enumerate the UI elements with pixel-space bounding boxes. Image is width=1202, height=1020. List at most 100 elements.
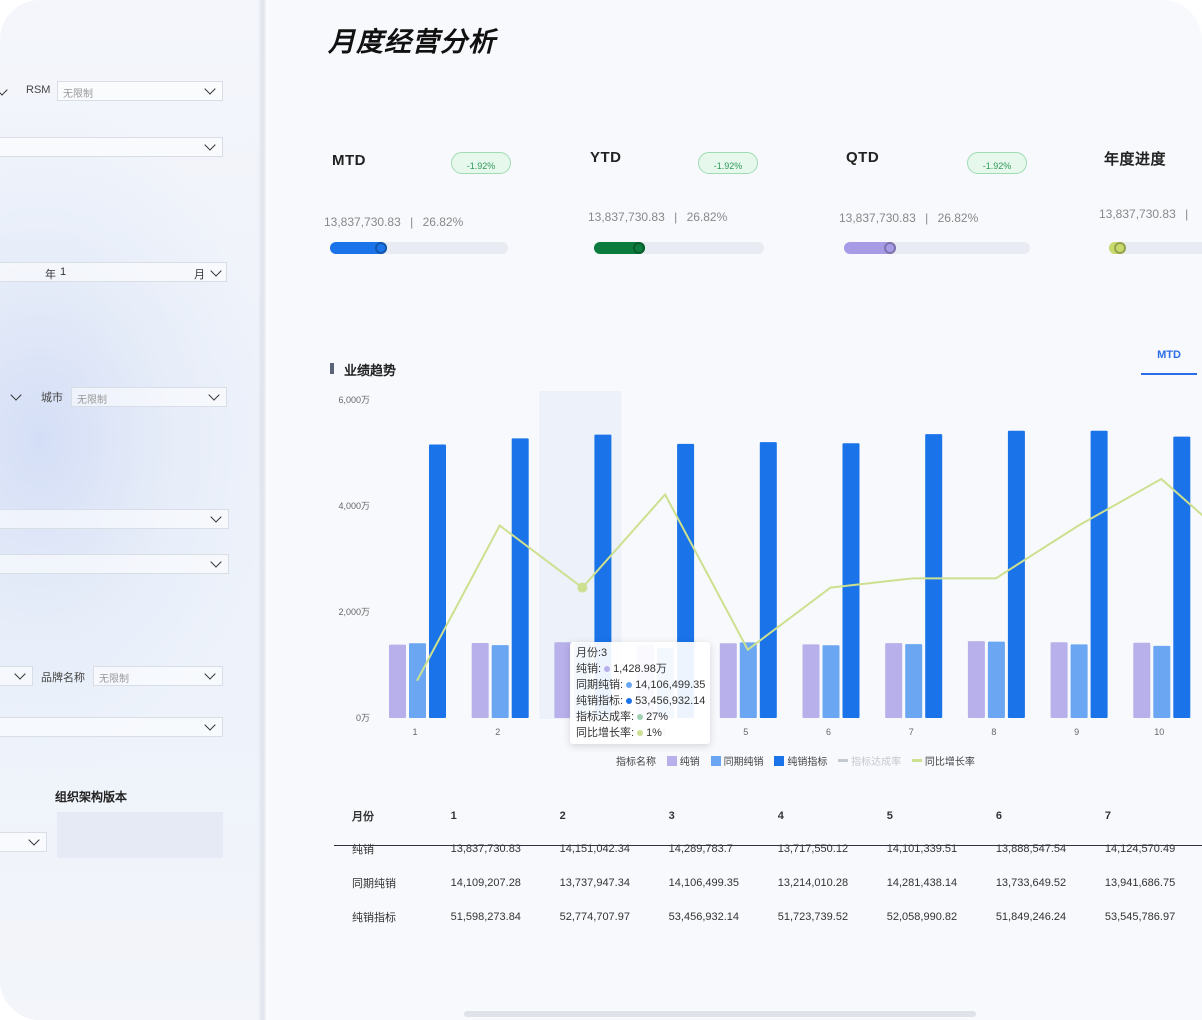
page-title: 月度经营分析 bbox=[328, 27, 496, 57]
bar-sales-target bbox=[429, 444, 446, 718]
series-dot-icon bbox=[637, 714, 644, 721]
kpi-amount: 13,837,730.83 bbox=[1099, 207, 1176, 221]
filter-select-6[interactable] bbox=[0, 554, 229, 574]
table-row: 纯销 13,837,730.83 14,151,042.34 14,289,78… bbox=[340, 832, 1202, 866]
table-cell: 14,106,499.35 bbox=[668, 877, 740, 889]
kpi-title: MTD bbox=[332, 152, 366, 169]
org-version-field[interactable] bbox=[57, 812, 223, 858]
tooltip-row: 纯销: 1,428.98万 bbox=[576, 661, 704, 677]
horizontal-scrollbar[interactable] bbox=[464, 1011, 976, 1017]
legend-swatch-icon bbox=[774, 755, 785, 766]
filter-select-7[interactable] bbox=[0, 666, 33, 686]
legend-item[interactable]: 同期纯销 bbox=[723, 757, 764, 768]
tooltip-value: 27% bbox=[646, 711, 669, 723]
legend-swatch-icon bbox=[710, 755, 721, 766]
bar-sales-target bbox=[1007, 430, 1025, 718]
legend-title: 指标名称 bbox=[616, 757, 656, 768]
chevron-down-icon bbox=[28, 834, 40, 846]
x-tick-label: 2 bbox=[495, 727, 500, 737]
bar-sales-target bbox=[1090, 430, 1108, 718]
table-cell: 13,837,730.83 bbox=[450, 843, 521, 855]
bar-net-sales bbox=[1050, 642, 1068, 718]
filter-select-8[interactable] bbox=[0, 717, 223, 737]
legend-item[interactable]: 指标达成率 bbox=[851, 757, 902, 768]
kpi-title: 年度进度 bbox=[1104, 151, 1167, 168]
org-version-label: 组织架构版本 bbox=[55, 790, 128, 804]
growth-rate-point bbox=[577, 582, 588, 593]
kpi-change-badge: -1.92% bbox=[698, 152, 758, 174]
chevron-down-icon bbox=[208, 389, 220, 401]
table-header-cell: 6 bbox=[995, 810, 1002, 822]
kpi-rate: 26.82% bbox=[686, 210, 728, 224]
table-cell: 13,941,686.75 bbox=[1104, 877, 1176, 889]
tab-mtd[interactable]: MTD bbox=[1157, 349, 1181, 361]
table-cell: 13,888,547.54 bbox=[995, 843, 1067, 855]
legend-line-icon bbox=[838, 759, 849, 762]
legend-line-icon bbox=[911, 759, 922, 762]
table-header-cell: 月份 bbox=[352, 811, 374, 823]
bar-net-sales bbox=[885, 643, 903, 718]
table-cell: 13,214,010.28 bbox=[777, 877, 849, 889]
table-cell: 52,058,990.82 bbox=[886, 911, 958, 923]
kpi-value: 13,837,730.83 | 26.82% bbox=[588, 210, 727, 224]
rsm-select-value: 无限制 bbox=[63, 89, 93, 100]
x-tick-label: 6 bbox=[826, 727, 831, 737]
tooltip-row: 同期纯销: 14,106,499.35 bbox=[576, 677, 705, 693]
tooltip-row: 同比增长率: 1% bbox=[576, 725, 704, 741]
kpi-value: 13,837,730.83 | 26.82% bbox=[839, 211, 978, 225]
year-month-select[interactable]: 年 1 月 bbox=[0, 262, 227, 282]
bar-net-sales bbox=[389, 644, 406, 718]
brand-select[interactable]: 无限制 bbox=[93, 666, 223, 686]
chart-legend: 指标名称 纯销 同期纯销 纯销指标 指标达成率 同比增长率 bbox=[616, 753, 975, 768]
table-header-divider bbox=[334, 845, 1202, 846]
bar-net-sales bbox=[471, 643, 489, 718]
table-row: 纯销指标 51,598,273.84 52,774,707.97 53,456,… bbox=[340, 900, 1202, 934]
panel-divider bbox=[258, 0, 268, 1020]
section-marker bbox=[330, 363, 334, 374]
chevron-down-icon bbox=[210, 265, 222, 277]
growth-rate-line bbox=[416, 477, 1202, 682]
legend-item[interactable]: 纯销 bbox=[679, 757, 700, 768]
table-cell: 13,733,649.52 bbox=[995, 877, 1067, 889]
kpi-separator: | bbox=[1185, 207, 1189, 221]
chart-tooltip: 月份:3 纯销: 1,428.98万 同期纯销: 14,106,499.35 纯销指… bbox=[570, 642, 710, 744]
rsm-label: RSM bbox=[26, 84, 51, 96]
bar-sales-target bbox=[925, 434, 943, 718]
table-header-cell: 7 bbox=[1104, 810, 1111, 822]
legend-swatch-icon bbox=[666, 755, 677, 766]
brand-select-value: 无限制 bbox=[99, 674, 129, 685]
bar-prev-sales bbox=[822, 645, 840, 718]
series-dot-icon bbox=[637, 730, 644, 737]
chevron-down-icon bbox=[204, 83, 216, 95]
series-dot-icon bbox=[604, 666, 611, 673]
rsm-select[interactable]: 无限制 bbox=[57, 81, 223, 101]
table-cell: 51,849,246.24 bbox=[995, 911, 1067, 923]
x-tick-label: 9 bbox=[1074, 727, 1079, 737]
bar-net-sales bbox=[802, 644, 820, 718]
y-tick-label: 2,000万 bbox=[338, 607, 370, 617]
kpi-rate: 26.82% bbox=[937, 211, 979, 225]
bar-prev-sales bbox=[739, 642, 757, 718]
table-cell: 13,717,550.12 bbox=[777, 843, 849, 855]
kpi-value: 13,837,730.83 | bbox=[1099, 207, 1194, 221]
x-tick-label: 1 bbox=[412, 727, 417, 737]
filter-select-2[interactable] bbox=[0, 137, 223, 157]
chevron-down-icon bbox=[204, 139, 216, 151]
tooltip-label: 纯销: bbox=[576, 663, 602, 675]
chevron-down-icon bbox=[204, 719, 216, 731]
table-row-label: 同期纯销 bbox=[352, 878, 396, 890]
section-title: 业绩趋势 bbox=[344, 363, 397, 378]
x-tick-label: 8 bbox=[991, 727, 996, 737]
org-version-select[interactable] bbox=[0, 832, 47, 852]
bar-net-sales bbox=[1133, 642, 1151, 718]
filter-select-5[interactable] bbox=[0, 509, 229, 529]
kpi-progress-fill bbox=[594, 242, 645, 254]
year-value: 1 bbox=[60, 266, 67, 278]
tooltip-label: 指标达成率: bbox=[576, 711, 635, 723]
city-select[interactable]: 无限制 bbox=[71, 387, 227, 407]
legend-item[interactable]: 同比增长率 bbox=[924, 757, 975, 768]
tooltip-value: 1,428.98万 bbox=[613, 663, 667, 675]
tooltip-title: 月份:3 bbox=[576, 647, 608, 659]
legend-item[interactable]: 纯销指标 bbox=[787, 757, 828, 768]
